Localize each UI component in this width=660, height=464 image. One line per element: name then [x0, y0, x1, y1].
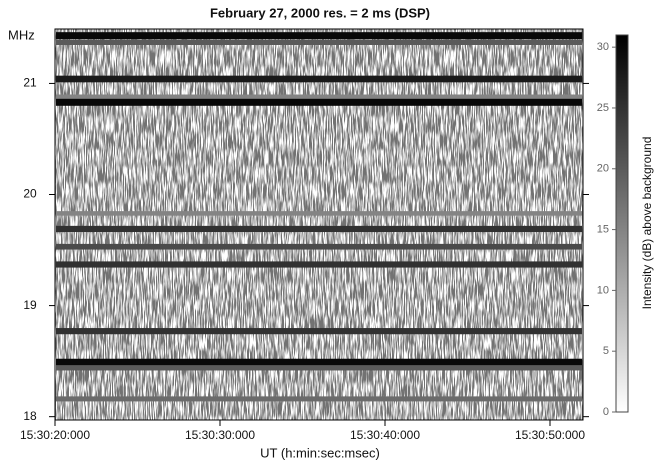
- colorbar-tick-label: 30: [597, 41, 609, 53]
- frequency-band: [56, 243, 582, 250]
- frequency-band: [56, 94, 582, 100]
- colorbar: [615, 34, 629, 413]
- frequency-band: [56, 358, 582, 366]
- frequency-band: [56, 32, 582, 40]
- frequency-band: [56, 211, 582, 216]
- colorbar-tick-label: 0: [603, 406, 609, 418]
- noise-texture: [55, 29, 583, 420]
- frequency-band: [56, 39, 582, 45]
- colorbar-tick-label: 10: [597, 284, 609, 296]
- x-tick-label: 15:30:20:000: [20, 428, 90, 442]
- frequency-band: [56, 365, 582, 371]
- colorbar-tick-label: 15: [597, 223, 609, 235]
- y-axis-label: MHz: [8, 27, 35, 42]
- frequency-band: [56, 225, 582, 233]
- y-tick-label: 21: [23, 76, 37, 90]
- colorbar-tick-label: 25: [597, 102, 609, 114]
- x-tick-label: 15:30:40:000: [350, 428, 420, 442]
- frequency-band: [56, 261, 582, 268]
- y-tick-label: 20: [23, 187, 37, 201]
- x-axis-label: UT (h:min:sec:msec): [260, 445, 380, 460]
- colorbar-tick-label: 20: [597, 163, 609, 175]
- colorbar-label: Intensity (dB) above background: [640, 137, 654, 310]
- frequency-band: [56, 98, 582, 106]
- frequency-band: [56, 396, 582, 402]
- frequency-band: [56, 75, 582, 83]
- y-tick-label: 18: [23, 409, 37, 423]
- x-tick-label: 15:30:50:000: [515, 428, 585, 442]
- frequency-band: [56, 328, 582, 335]
- plot-frame: [54, 28, 584, 421]
- x-tick-label: 15:30:30:000: [185, 428, 255, 442]
- colorbar-tick-label: 5: [603, 345, 609, 357]
- chart-title: February 27, 2000 res. = 2 ms (DSP): [210, 5, 430, 20]
- y-tick-label: 19: [23, 298, 37, 312]
